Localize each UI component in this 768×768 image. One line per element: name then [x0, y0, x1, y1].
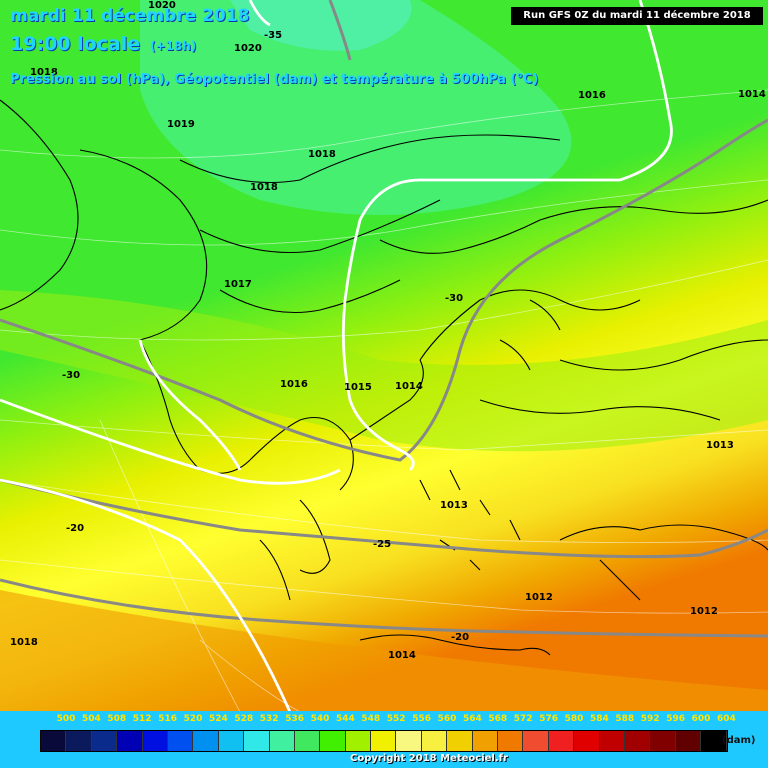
pressure-label: 1014 [388, 650, 416, 661]
coastlines-and-borders [0, 99, 768, 656]
legend-value: 500 [56, 714, 76, 724]
temperature-label: -20 [451, 632, 469, 643]
legend-swatch [117, 731, 143, 751]
isobars [0, 89, 768, 713]
temperature-label: -30 [445, 293, 463, 304]
geopotential-zone-532 [230, 0, 412, 51]
legend-value: 508 [107, 714, 127, 724]
pressure-label: 1019 [167, 119, 195, 130]
pressure-label: 1018 [10, 637, 38, 648]
legend-value: 560 [437, 714, 457, 724]
legend-value: 516 [158, 714, 177, 724]
legend-swatch [675, 731, 702, 751]
geopotential-contours [0, 0, 673, 713]
legend-value: 604 [716, 714, 736, 724]
legend-swatch [421, 731, 448, 751]
legend-value: 600 [691, 714, 711, 724]
legend-swatch [574, 731, 600, 751]
pressure-label: 1018 [30, 67, 58, 78]
legend-value: 596 [666, 714, 685, 724]
legend-swatch [167, 731, 194, 751]
temperature-label: -20 [66, 523, 84, 534]
legend-swatch [523, 731, 549, 751]
pressure-label: 1020 [148, 0, 176, 11]
copyright-notice: Copyright 2018 Meteociel.fr [350, 753, 508, 764]
map-time-title: 19:00 locale [10, 33, 141, 55]
legend-swatch [142, 731, 168, 751]
temperature-label: -35 [264, 30, 282, 41]
model-run-label: Run GFS 0Z du mardi 11 décembre 2018 [511, 7, 763, 25]
legend-value: 576 [539, 714, 558, 724]
legend-value: 588 [615, 714, 635, 724]
temperature-label: -30 [62, 370, 80, 381]
legend-swatch [91, 731, 118, 751]
pressure-label: 1014 [738, 89, 766, 100]
pressure-label: 1016 [280, 379, 308, 390]
legend-value: 568 [488, 714, 508, 724]
pressure-label: 1018 [308, 149, 336, 160]
legend-swatch [218, 731, 245, 751]
legend-value: 524 [208, 714, 228, 724]
pressure-label: 1018 [250, 182, 278, 193]
pressure-labels: 1020 1020 1018 1019 1018 1018 1016 1014 … [10, 0, 766, 661]
pressure-label: 1016 [578, 90, 606, 101]
geopotential-zone-572 [0, 590, 768, 712]
pressure-label: 1013 [440, 500, 468, 511]
temperature-isotherms [0, 0, 768, 638]
legend-swatch [41, 731, 67, 751]
legend-swatch [650, 731, 676, 751]
legend-swatch [193, 731, 219, 751]
geopotential-zone-536 [140, 0, 572, 215]
pressure-label: 1013 [706, 440, 734, 451]
legend-swatch [371, 731, 397, 751]
legend-value: 520 [183, 714, 203, 724]
legend-value: 548 [361, 714, 381, 724]
temperature-label: -25 [373, 539, 391, 550]
legend-swatch [396, 731, 422, 751]
legend-swatch [269, 731, 295, 751]
legend-value: 556 [412, 714, 431, 724]
legend-swatch [447, 731, 473, 751]
legend-value: 528 [234, 714, 254, 724]
legend-swatch [294, 731, 321, 751]
legend-swatch [320, 731, 346, 751]
geopotential-zone-548 [0, 290, 768, 452]
legend-value: 552 [386, 714, 406, 724]
forecast-offset: (+18h) [150, 39, 197, 53]
legend-value: 536 [285, 714, 304, 724]
legend-value: 504 [81, 714, 101, 724]
pressure-label: 1012 [525, 592, 553, 603]
pressure-label: 1015 [344, 382, 372, 393]
legend-value: 544 [335, 714, 355, 724]
pressure-label: 1012 [690, 606, 718, 617]
legend-value: 532 [259, 714, 279, 724]
pressure-label: 1014 [395, 381, 423, 392]
legend-swatch [472, 731, 499, 751]
legend-value: 564 [462, 714, 482, 724]
legend-swatch [548, 731, 575, 751]
legend-unit: (dam) [722, 735, 756, 746]
map-parameter-description: Pression au sol (hPa), Géopotentiel (dam… [10, 72, 539, 87]
legend-color-scale [40, 730, 728, 752]
legend-swatch [624, 731, 651, 751]
legend-swatch [66, 731, 92, 751]
pressure-label: 1020 [234, 43, 262, 54]
map-date-title: mardi 11 décembre 2018 [10, 6, 250, 26]
legend-swatch [701, 731, 727, 751]
legend-swatch [599, 731, 625, 751]
legend-value: 580 [564, 714, 584, 724]
legend-swatch [244, 731, 270, 751]
legend-value: 540 [310, 714, 330, 724]
temperature-labels: -35 -30 -30 -25 -20 -20 [62, 30, 469, 643]
legend-value: 512 [132, 714, 152, 724]
legend-value: 584 [589, 714, 609, 724]
legend-swatch [498, 731, 524, 751]
legend-value: 592 [640, 714, 660, 724]
legend-value: 572 [513, 714, 533, 724]
pressure-label: 1017 [224, 279, 252, 290]
legend-swatch [345, 731, 372, 751]
